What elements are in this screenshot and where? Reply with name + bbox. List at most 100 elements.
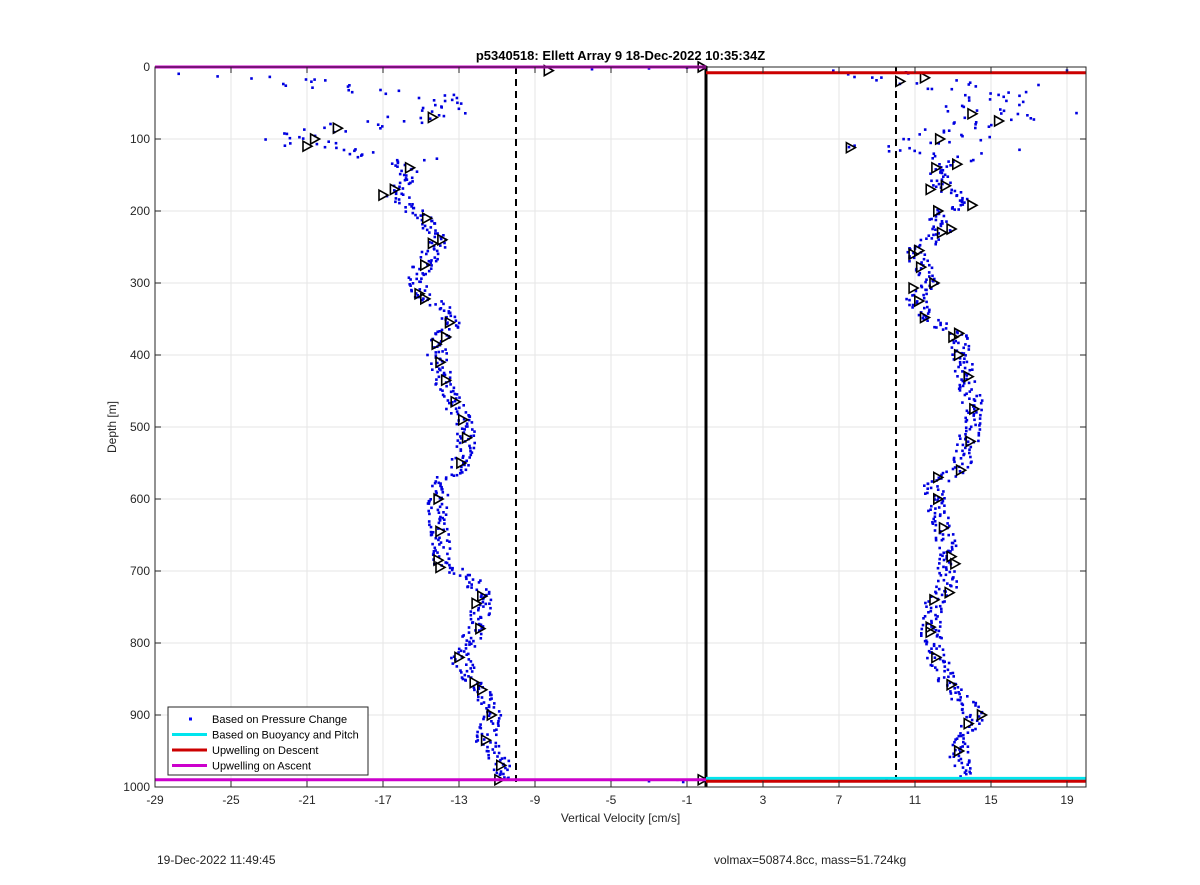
descent-point xyxy=(968,451,971,455)
ascent-point xyxy=(323,126,326,130)
descent-point xyxy=(974,123,977,126)
ascent-point xyxy=(473,645,477,648)
descent-point xyxy=(939,620,942,624)
descent-point xyxy=(935,326,938,329)
descent-point xyxy=(930,266,934,270)
descent-point xyxy=(974,423,977,427)
ascent-point xyxy=(381,125,384,128)
ascent-point xyxy=(496,722,500,725)
descent-point xyxy=(942,551,945,555)
descent-point xyxy=(963,393,967,397)
descent-point xyxy=(948,524,951,528)
ascent-point xyxy=(441,366,444,369)
ascent-point xyxy=(462,431,466,434)
descent-point xyxy=(941,533,945,536)
descent-point xyxy=(963,771,967,774)
ascent-point xyxy=(470,586,473,589)
descent-point xyxy=(1021,100,1025,104)
descent-point xyxy=(948,681,952,685)
descent-point xyxy=(928,263,931,267)
descent-point xyxy=(957,759,961,762)
ascent-point xyxy=(437,350,441,354)
descent-point xyxy=(1029,117,1033,120)
descent-point xyxy=(927,509,930,513)
ascent-point xyxy=(457,647,461,651)
triangle-marker xyxy=(427,237,440,250)
ascent-point xyxy=(444,513,448,516)
descent-point xyxy=(967,344,971,348)
ascent-point xyxy=(334,141,338,145)
ascent-point xyxy=(467,652,470,656)
ascent-point xyxy=(425,252,428,256)
descent-point xyxy=(977,715,981,718)
descent-point xyxy=(919,267,923,270)
ascent-point xyxy=(463,673,467,677)
ascent-point xyxy=(479,637,483,640)
ascent-point xyxy=(460,671,463,674)
descent-point xyxy=(943,504,946,507)
ascent-point xyxy=(428,293,432,296)
descent-point xyxy=(937,142,940,145)
ascent-point xyxy=(446,321,449,324)
descent-point xyxy=(963,366,967,370)
ascent-point xyxy=(427,509,430,513)
descent-point xyxy=(934,507,937,510)
descent-point xyxy=(962,105,966,109)
descent-point xyxy=(936,566,940,570)
ascent-point xyxy=(480,702,483,705)
y-tick-label: 200 xyxy=(130,204,150,218)
ascent-point xyxy=(438,517,441,521)
descent-point xyxy=(940,538,944,542)
ascent-point xyxy=(457,107,461,111)
ascent-point xyxy=(449,314,453,318)
descent-point xyxy=(978,428,982,431)
descent-point xyxy=(925,292,928,296)
descent-point xyxy=(949,191,953,195)
descent-point xyxy=(925,605,928,608)
ascent-point xyxy=(479,726,483,730)
ascent-point xyxy=(477,687,481,691)
descent-point xyxy=(947,479,951,483)
ascent-point xyxy=(468,581,471,584)
descent-point xyxy=(959,363,962,366)
ascent-point xyxy=(438,330,441,333)
ascent-point xyxy=(412,206,416,210)
descent-point xyxy=(926,259,929,263)
descent-point xyxy=(934,617,938,621)
descent-point xyxy=(937,318,940,322)
ascent-point xyxy=(437,521,441,525)
ascent-point xyxy=(423,224,427,228)
descent-point xyxy=(942,653,946,657)
ascent-point xyxy=(264,138,267,141)
descent-point xyxy=(938,514,942,518)
ascent-point xyxy=(469,446,472,450)
ascent-point xyxy=(410,289,413,293)
descent-point xyxy=(941,222,944,225)
ascent-point xyxy=(396,161,400,165)
descent-point xyxy=(979,401,983,405)
ascent-point xyxy=(310,80,313,83)
descent-point xyxy=(935,605,938,609)
ascent-point xyxy=(452,386,456,390)
ascent-point xyxy=(444,561,447,564)
descent-point xyxy=(934,523,938,527)
ascent-point xyxy=(479,682,482,686)
ascent-point xyxy=(268,75,272,79)
ascent-point xyxy=(477,581,481,584)
descent-point xyxy=(931,279,934,282)
ascent-point xyxy=(490,697,493,700)
outlier-point xyxy=(590,67,594,71)
triangle-marker xyxy=(419,258,432,272)
ascent-point xyxy=(417,96,421,100)
descent-point xyxy=(953,369,957,373)
ascent-point xyxy=(419,214,423,217)
descent-point xyxy=(913,149,916,153)
descent-point xyxy=(936,488,940,491)
triangle-marker xyxy=(929,276,941,290)
descent-point xyxy=(943,497,946,500)
ascent-point xyxy=(416,216,419,220)
descent-point xyxy=(954,738,957,741)
ascent-point xyxy=(414,213,417,217)
x-tick-label: -17 xyxy=(374,793,392,807)
triangle-marker xyxy=(913,294,926,308)
